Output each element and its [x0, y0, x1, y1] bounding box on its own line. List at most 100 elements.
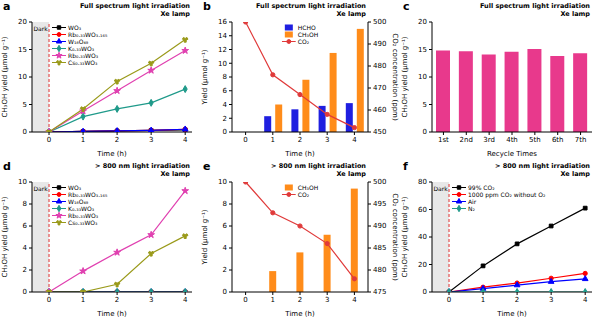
svg-text:Time (h): Time (h) [96, 150, 127, 158]
svg-text:4: 4 [223, 244, 228, 252]
svg-text:60: 60 [418, 206, 427, 214]
svg-text:2: 2 [115, 136, 119, 144]
svg-text:3: 3 [549, 296, 553, 304]
svg-text:Time (h): Time (h) [96, 310, 127, 318]
svg-text:490: 490 [373, 40, 386, 48]
svg-text:470: 470 [373, 84, 386, 92]
svg-text:0: 0 [47, 296, 51, 304]
svg-text:15: 15 [18, 46, 27, 54]
svg-text:6: 6 [223, 222, 228, 230]
svg-text:450: 450 [373, 128, 386, 136]
svg-text:2: 2 [298, 296, 302, 304]
svg-text:480: 480 [373, 266, 386, 274]
svg-text:Yield (μmol g⁻¹): Yield (μmol g⁻¹) [201, 209, 209, 265]
svg-text:10: 10 [18, 178, 27, 186]
html-text:Full spectrum light irradiatio: Full spectrum light irradiation [79, 2, 190, 10]
svg-text:5: 5 [423, 101, 427, 109]
svg-text:480: 480 [373, 62, 386, 70]
svg-text:CO₂ concentration (ppm): CO₂ concentration (ppm) [391, 33, 399, 121]
svg-text:8: 8 [223, 200, 227, 208]
svg-text:4: 4 [23, 244, 28, 252]
svg-text:8: 8 [223, 73, 227, 81]
svg-text:40: 40 [418, 233, 427, 241]
html-text:Xe lamp: Xe lamp [160, 10, 190, 18]
svg-text:4: 4 [352, 296, 357, 304]
svg-text:1: 1 [481, 296, 485, 304]
svg-text:Time (h): Time (h) [284, 310, 315, 318]
svg-text:0: 0 [223, 128, 227, 136]
svg-text:Dark: Dark [33, 25, 48, 32]
svg-text:Time (h): Time (h) [496, 310, 527, 318]
svg-text:3: 3 [149, 296, 153, 304]
svg-text:CH₃OH yield (μmol g⁻¹): CH₃OH yield (μmol g⁻¹) [401, 196, 409, 277]
svg-text:4: 4 [223, 101, 228, 109]
svg-text:CH₃OH yield (μmol g⁻¹): CH₃OH yield (μmol g⁻¹) [401, 36, 409, 117]
svg-text:2: 2 [115, 296, 119, 304]
svg-text:16: 16 [218, 18, 227, 26]
svg-text:Time (h): Time (h) [284, 150, 315, 158]
svg-text:CH₃OH yield (μmol g⁻¹): CH₃OH yield (μmol g⁻¹) [8, 36, 9, 117]
svg-text:0: 0 [243, 296, 247, 304]
svg-text:485: 485 [373, 244, 386, 252]
svg-text:490: 490 [373, 222, 386, 230]
svg-text:20: 20 [418, 18, 427, 26]
svg-text:6: 6 [223, 87, 228, 95]
svg-text:Recycle Times: Recycle Times [487, 150, 537, 158]
svg-text:0: 0 [23, 288, 27, 296]
svg-text:2: 2 [23, 266, 27, 274]
svg-text:10: 10 [218, 60, 227, 68]
svg-text:3: 3 [149, 136, 153, 144]
svg-text:15: 15 [418, 46, 427, 54]
svg-text:7th: 7th [575, 136, 587, 144]
svg-text:14: 14 [218, 32, 227, 40]
svg-text:4: 4 [583, 296, 588, 304]
svg-text:500: 500 [373, 18, 386, 26]
svg-text:10: 10 [18, 73, 27, 81]
svg-text:12: 12 [218, 46, 227, 54]
svg-text:6: 6 [23, 222, 28, 230]
svg-text:8: 8 [23, 200, 27, 208]
svg-text:460: 460 [373, 106, 386, 114]
svg-text:1: 1 [271, 136, 275, 144]
svg-text:Dark: Dark [33, 185, 48, 192]
svg-text:1st: 1st [438, 136, 449, 144]
svg-text:4: 4 [183, 296, 188, 304]
svg-text:5th: 5th [529, 136, 541, 144]
svg-text:2: 2 [223, 266, 227, 274]
svg-text:3: 3 [325, 296, 329, 304]
svg-text:Dark: Dark [433, 185, 448, 192]
svg-text:0: 0 [423, 128, 427, 136]
svg-text:CO₂ concentration (ppm): CO₂ concentration (ppm) [391, 193, 399, 281]
svg-text:0: 0 [223, 288, 227, 296]
svg-text:3rd: 3rd [483, 136, 495, 144]
svg-text:0: 0 [447, 296, 451, 304]
svg-text:5: 5 [23, 101, 27, 109]
svg-text:0: 0 [243, 136, 247, 144]
svg-text:2: 2 [223, 115, 227, 123]
svg-text:1: 1 [81, 136, 85, 144]
html-text:a: a [3, 0, 11, 13]
svg-text:4th: 4th [506, 136, 518, 144]
svg-text:475: 475 [373, 288, 386, 296]
svg-text:0: 0 [47, 136, 51, 144]
svg-text:20: 20 [18, 18, 27, 26]
svg-text:495: 495 [373, 200, 386, 208]
svg-text:1: 1 [81, 296, 85, 304]
svg-text:4: 4 [183, 136, 188, 144]
svg-text:3: 3 [325, 136, 329, 144]
svg-text:2nd: 2nd [460, 136, 473, 144]
svg-text:6th: 6th [552, 136, 564, 144]
svg-text:80: 80 [418, 178, 427, 186]
svg-text:500: 500 [373, 178, 386, 186]
svg-text:4: 4 [352, 136, 357, 144]
svg-text:0: 0 [423, 288, 427, 296]
svg-text:CH₃OH yield (μmol g⁻¹): CH₃OH yield (μmol g⁻¹) [8, 196, 9, 277]
svg-text:1: 1 [271, 296, 275, 304]
svg-text:10: 10 [418, 73, 427, 81]
svg-text:2: 2 [298, 136, 302, 144]
svg-text:20: 20 [418, 261, 427, 269]
svg-text:10: 10 [218, 178, 227, 186]
svg-text:Yield (μmol g⁻¹): Yield (μmol g⁻¹) [201, 49, 209, 105]
svg-text:2: 2 [515, 296, 519, 304]
svg-text:0: 0 [23, 128, 27, 136]
